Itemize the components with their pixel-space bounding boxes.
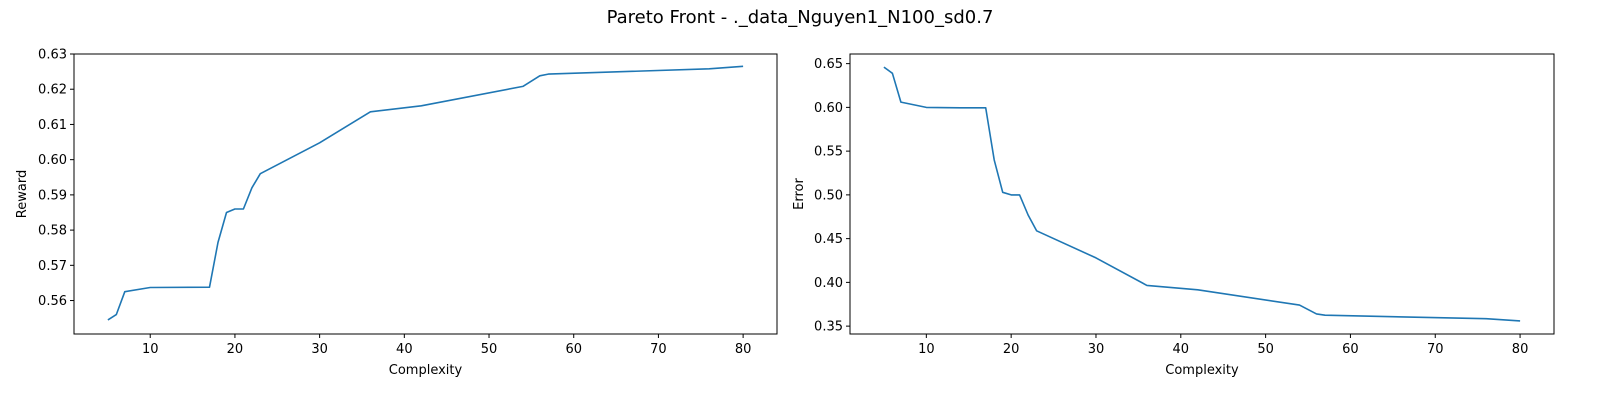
error-y-tick-label: 0.45 bbox=[814, 232, 843, 247]
error-x-tick-label: 60 bbox=[1342, 342, 1359, 357]
error-y-ticks: 0.35 0.40 0.45 0.50 0.55 0.60 0.65 bbox=[814, 57, 850, 335]
error-y-axis-label: Error bbox=[792, 178, 807, 210]
reward-x-tick: 50 bbox=[481, 334, 498, 357]
reward-y-tick-label: 0.60 bbox=[38, 153, 67, 168]
reward-x-tick-label: 30 bbox=[311, 342, 328, 357]
reward-x-ticks: 10 20 30 40 50 60 70 80 bbox=[142, 334, 751, 357]
error-x-tick-label: 10 bbox=[918, 342, 935, 357]
error-y-tick-label: 0.50 bbox=[814, 188, 843, 203]
reward-y-tick-label: 0.58 bbox=[38, 224, 67, 239]
error-x-tick-label: 50 bbox=[1257, 342, 1274, 357]
error-x-tick-label: 80 bbox=[1512, 342, 1529, 357]
reward-y-ticks: 0.56 0.57 0.58 0.59 0.60 0.61 0.62 0.63 bbox=[38, 48, 74, 309]
reward-x-tick: 60 bbox=[565, 334, 582, 357]
error-x-tick: 30 bbox=[1088, 334, 1105, 357]
error-x-tick-label: 30 bbox=[1088, 342, 1105, 357]
reward-x-tick: 30 bbox=[311, 334, 328, 357]
error-x-tick: 60 bbox=[1342, 334, 1359, 357]
error-x-axis-label: Complexity bbox=[1165, 363, 1239, 378]
reward-x-tick: 70 bbox=[650, 334, 667, 357]
reward-x-tick-label: 40 bbox=[396, 342, 413, 357]
error-x-ticks: 10 20 30 40 50 60 70 80 bbox=[918, 334, 1528, 357]
error-y-tick-label: 0.35 bbox=[814, 320, 843, 335]
reward-x-axis-label: Complexity bbox=[389, 363, 463, 378]
reward-y-tick: 0.59 bbox=[38, 188, 74, 203]
reward-x-tick-label: 50 bbox=[481, 342, 498, 357]
reward-y-tick-label: 0.62 bbox=[38, 83, 67, 98]
error-x-tick: 10 bbox=[918, 334, 935, 357]
reward-y-tick-label: 0.57 bbox=[38, 259, 67, 274]
error-series-line bbox=[883, 66, 1521, 322]
reward-x-tick-label: 60 bbox=[565, 342, 582, 357]
reward-x-tick: 40 bbox=[396, 334, 413, 357]
reward-y-tick: 0.56 bbox=[38, 294, 74, 309]
error-y-tick: 0.60 bbox=[814, 101, 850, 116]
reward-y-tick: 0.62 bbox=[38, 83, 74, 98]
error-y-tick-label: 0.40 bbox=[814, 276, 843, 291]
figure-title: Pareto Front - ._data_Nguyen1_N100_sd0.7 bbox=[607, 7, 994, 28]
error-x-tick: 70 bbox=[1427, 334, 1444, 357]
reward-x-tick: 80 bbox=[735, 334, 752, 357]
error-axes-frame bbox=[849, 53, 1555, 335]
reward-axes-frame bbox=[73, 53, 778, 335]
error-y-tick: 0.45 bbox=[814, 232, 850, 247]
reward-x-tick-label: 80 bbox=[735, 342, 752, 357]
error-y-tick: 0.50 bbox=[814, 188, 850, 203]
error-subplot: 10 20 30 40 50 60 70 80 0.35 0.40 0.45 0.50 0.55 0.6… bbox=[792, 53, 1555, 378]
reward-y-tick: 0.57 bbox=[38, 259, 74, 274]
error-x-tick: 20 bbox=[1003, 334, 1020, 357]
reward-y-tick-label: 0.63 bbox=[38, 48, 67, 63]
reward-y-tick: 0.63 bbox=[38, 48, 74, 63]
error-x-tick-label: 20 bbox=[1003, 342, 1020, 357]
reward-series-line bbox=[107, 65, 744, 321]
error-x-tick-label: 70 bbox=[1427, 342, 1444, 357]
error-y-tick: 0.35 bbox=[814, 320, 850, 335]
reward-y-tick: 0.58 bbox=[38, 224, 74, 239]
reward-x-tick: 20 bbox=[227, 334, 244, 357]
reward-x-tick-label: 10 bbox=[142, 342, 159, 357]
error-y-tick-label: 0.60 bbox=[814, 101, 843, 116]
error-x-tick: 50 bbox=[1257, 334, 1274, 357]
error-x-tick: 80 bbox=[1512, 334, 1529, 357]
reward-x-tick-label: 20 bbox=[227, 342, 244, 357]
reward-x-tick: 10 bbox=[142, 334, 159, 357]
error-y-tick: 0.40 bbox=[814, 276, 850, 291]
reward-y-tick: 0.60 bbox=[38, 153, 74, 168]
reward-x-tick-label: 70 bbox=[650, 342, 667, 357]
reward-subplot: 10 20 30 40 50 60 70 80 0.56 0.57 0.58 0.59 0.60 0.6… bbox=[15, 48, 778, 378]
error-y-tick: 0.55 bbox=[814, 145, 850, 160]
error-x-tick: 40 bbox=[1173, 334, 1190, 357]
error-y-tick: 0.65 bbox=[814, 57, 850, 72]
error-y-tick-label: 0.55 bbox=[814, 145, 843, 160]
reward-y-tick-label: 0.59 bbox=[38, 188, 67, 203]
error-x-tick-label: 40 bbox=[1173, 342, 1190, 357]
reward-y-tick: 0.61 bbox=[38, 118, 74, 133]
error-y-tick-label: 0.65 bbox=[814, 57, 843, 72]
reward-y-tick-label: 0.56 bbox=[38, 294, 67, 309]
reward-y-tick-label: 0.61 bbox=[38, 118, 67, 133]
reward-y-axis-label: Reward bbox=[15, 170, 30, 218]
